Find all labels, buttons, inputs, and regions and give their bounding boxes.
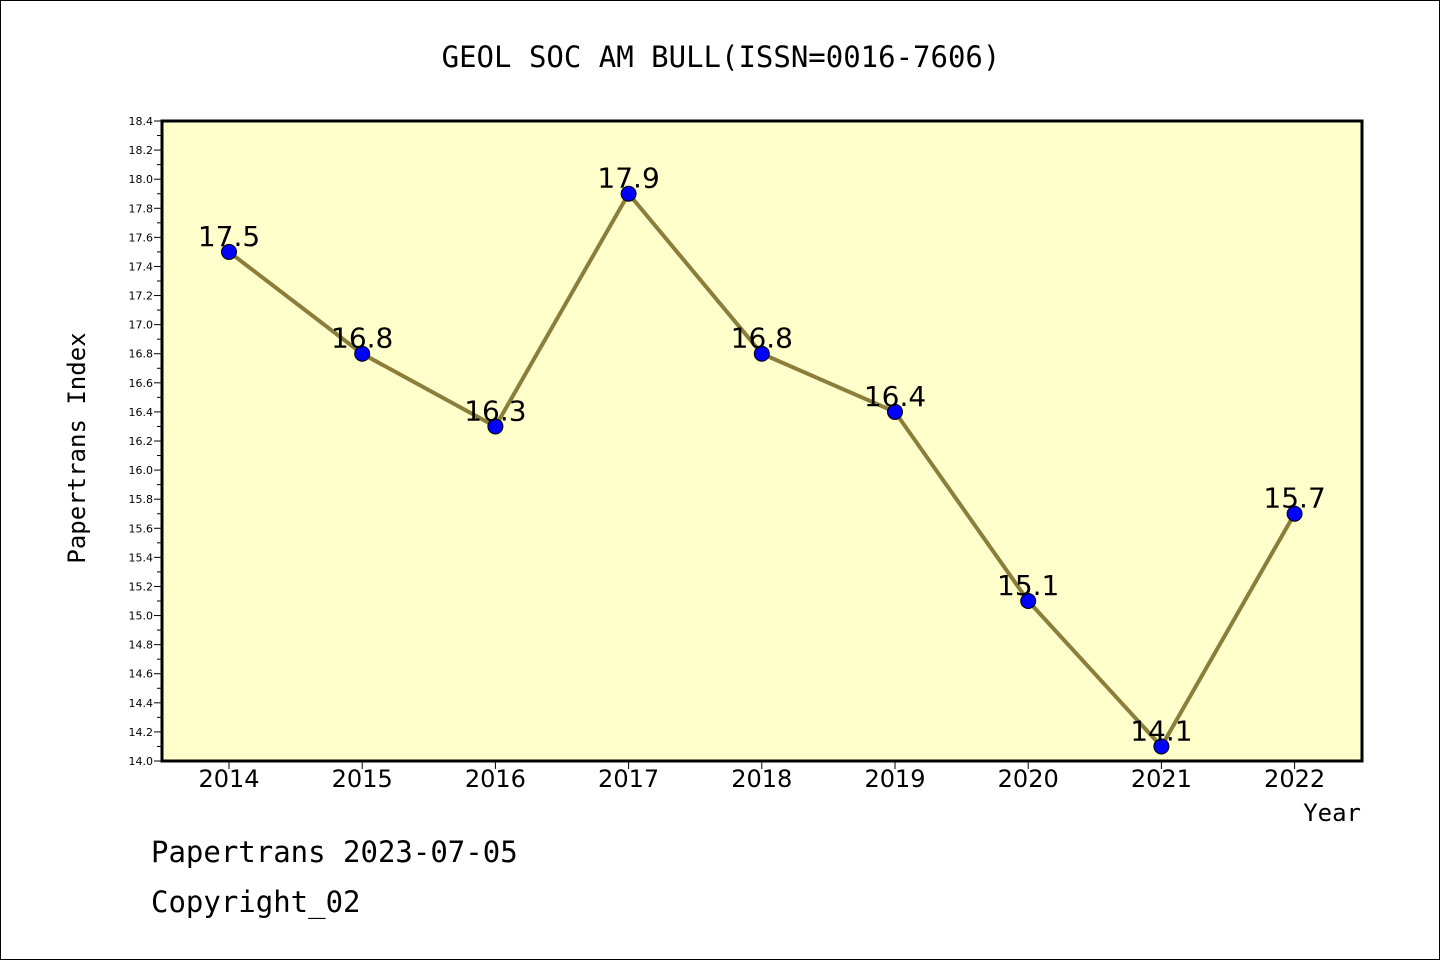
footer-date: Papertrans 2023-07-05 bbox=[151, 835, 518, 869]
y-tick-label: 14.0 bbox=[129, 755, 154, 768]
chart-title: GEOL SOC AM BULL(ISSN=0016-7606) bbox=[442, 40, 1001, 74]
data-label: 17.5 bbox=[198, 220, 260, 253]
y-tick-label: 17.6 bbox=[129, 231, 154, 244]
x-tick-label: 2017 bbox=[598, 765, 659, 793]
y-axis: 14.0 14.2 14.4 14.6 14.8 15.0 15.2 15.4 15.6 15.8… bbox=[129, 115, 162, 768]
y-tick-label: 16.8 bbox=[129, 348, 154, 361]
x-axis: 2014 2015 2016 2017 2018 2019 2020 2021 2022 bbox=[198, 761, 1325, 793]
plot-area bbox=[160, 119, 1364, 763]
data-label: 17.9 bbox=[597, 162, 659, 195]
x-tick-label: 2018 bbox=[731, 765, 792, 793]
data-point bbox=[1153, 738, 1170, 755]
y-tick-label: 18.4 bbox=[129, 115, 154, 128]
y-tick-label: 15.4 bbox=[129, 551, 154, 564]
y-tick-label: 17.8 bbox=[129, 202, 154, 215]
y-tick-label: 15.6 bbox=[129, 522, 154, 535]
x-axis-title: Year bbox=[1303, 799, 1361, 827]
x-tick-label: 2020 bbox=[998, 765, 1059, 793]
data-label: 15.1 bbox=[997, 569, 1059, 602]
y-tick-label: 14.8 bbox=[129, 639, 154, 652]
data-label: 16.3 bbox=[464, 394, 526, 427]
data-label: 16.8 bbox=[331, 322, 393, 355]
y-tick-label: 16.2 bbox=[129, 435, 154, 448]
y-tick-label: 16.4 bbox=[129, 406, 154, 419]
data-label-layer: 17.5 16.8 16.3 17.9 16.8 16.4 15.1 14.1 15.7 bbox=[198, 162, 1326, 748]
x-tick-label: 2021 bbox=[1131, 765, 1192, 793]
data-point bbox=[354, 345, 371, 362]
x-tick-label: 2014 bbox=[198, 765, 259, 793]
data-point bbox=[221, 243, 237, 260]
data-point bbox=[620, 185, 637, 202]
y-tick-label: 18.2 bbox=[129, 144, 154, 157]
x-tick-label: 2019 bbox=[864, 765, 925, 793]
y-tick-label: 17.4 bbox=[129, 260, 154, 273]
data-label: 15.7 bbox=[1263, 482, 1325, 515]
data-point bbox=[887, 403, 903, 420]
y-tick-label: 14.4 bbox=[129, 697, 154, 710]
x-tick-label: 2016 bbox=[465, 765, 526, 793]
data-point bbox=[487, 418, 504, 435]
y-tick-label: 15.8 bbox=[129, 493, 154, 506]
data-point bbox=[1020, 593, 1037, 609]
y-tick-label: 17.2 bbox=[129, 290, 154, 303]
y-tick-label: 15.0 bbox=[129, 610, 154, 623]
footer-copyright: Copyright_02 bbox=[151, 885, 361, 919]
y-tick-label: 15.2 bbox=[129, 580, 154, 593]
x-tick-label: 2022 bbox=[1264, 765, 1325, 793]
y-tick-label: 16.0 bbox=[129, 464, 154, 477]
y-axis-title: Papertrans Index bbox=[63, 332, 91, 563]
data-point bbox=[1286, 505, 1303, 522]
data-label: 16.4 bbox=[864, 380, 926, 413]
data-label: 14.1 bbox=[1130, 714, 1192, 747]
data-point bbox=[753, 345, 770, 362]
y-tick-label: 14.2 bbox=[129, 726, 154, 739]
data-label: 16.8 bbox=[731, 322, 793, 355]
series-layer bbox=[221, 185, 1303, 755]
x-tick-label: 2015 bbox=[332, 765, 393, 793]
y-tick-label: 17.0 bbox=[129, 319, 154, 332]
y-tick-label: 14.6 bbox=[129, 668, 154, 681]
y-tick-label: 16.6 bbox=[129, 377, 154, 390]
y-tick-label: 18.0 bbox=[129, 173, 154, 186]
